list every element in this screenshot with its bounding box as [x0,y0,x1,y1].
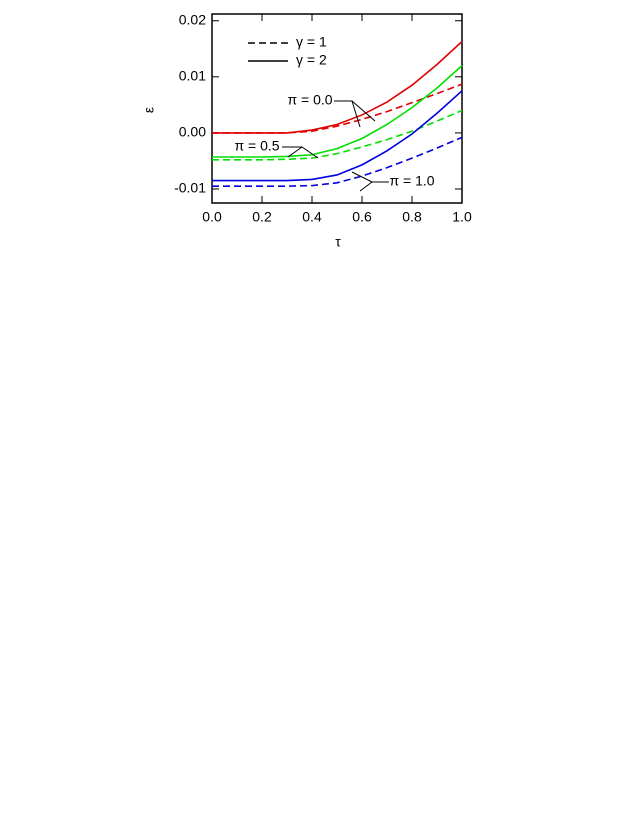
line [212,90,463,182]
x-tick-label: 0.6 [352,209,372,225]
annotation: π = 0.5 [234,138,279,154]
y-tick-label: 0.00 [179,124,206,140]
y-tick-label: 0.01 [179,68,206,84]
x-tick-label: 0.4 [302,209,322,225]
leader-line [351,100,361,128]
line [212,83,463,134]
annotation: π = 1.0 [389,173,434,189]
line [212,40,463,134]
leader-line [287,146,303,158]
y-tick-label: 0.02 [179,11,206,27]
x-tick-label: 0.0 [202,209,222,225]
y-tick-label: -0.01 [174,180,206,196]
plot-frame [211,13,463,204]
line [212,136,463,187]
legend-label: γ = 2 [296,52,327,68]
line [212,65,463,158]
x-tick-label: 0.2 [252,209,272,225]
x-tick-label: 0.8 [402,209,422,225]
x-axis-label: τ [335,234,341,250]
x-tick-label: 1.0 [452,209,472,225]
y-axis-label: ε [141,107,157,113]
annotation: π = 0.0 [287,92,332,108]
legend-label: γ = 1 [296,34,327,50]
leader-line [359,181,373,192]
